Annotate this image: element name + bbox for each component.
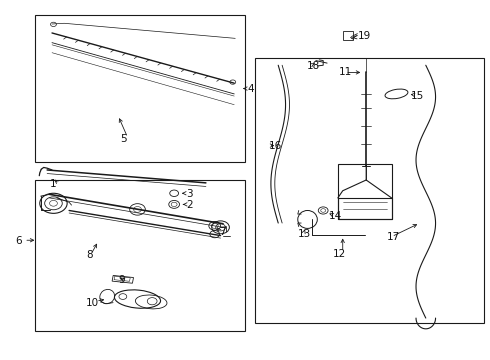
Text: 19: 19 (357, 31, 370, 41)
Text: 3: 3 (186, 189, 193, 199)
Text: 12: 12 (333, 248, 346, 258)
Bar (114, 276, 130, 281)
Text: 10: 10 (86, 298, 99, 308)
Text: 4: 4 (247, 84, 254, 94)
Text: 5: 5 (121, 134, 127, 144)
Text: 16: 16 (269, 141, 282, 151)
Text: 1: 1 (49, 179, 56, 189)
Text: 18: 18 (307, 61, 320, 71)
Text: 8: 8 (86, 250, 93, 260)
Text: 7: 7 (220, 227, 226, 237)
Bar (343, 31, 353, 40)
Text: 6: 6 (15, 236, 22, 246)
Text: 15: 15 (411, 91, 424, 101)
Text: 13: 13 (298, 229, 311, 239)
Bar (35, 180, 245, 330)
Bar (35, 15, 245, 162)
Bar (338, 164, 392, 220)
Text: 17: 17 (387, 232, 400, 242)
Text: 14: 14 (329, 211, 343, 221)
Bar (255, 58, 485, 323)
Bar (112, 275, 133, 283)
Text: 11: 11 (339, 67, 352, 77)
Text: 9: 9 (118, 275, 124, 285)
Text: 2: 2 (186, 200, 193, 210)
